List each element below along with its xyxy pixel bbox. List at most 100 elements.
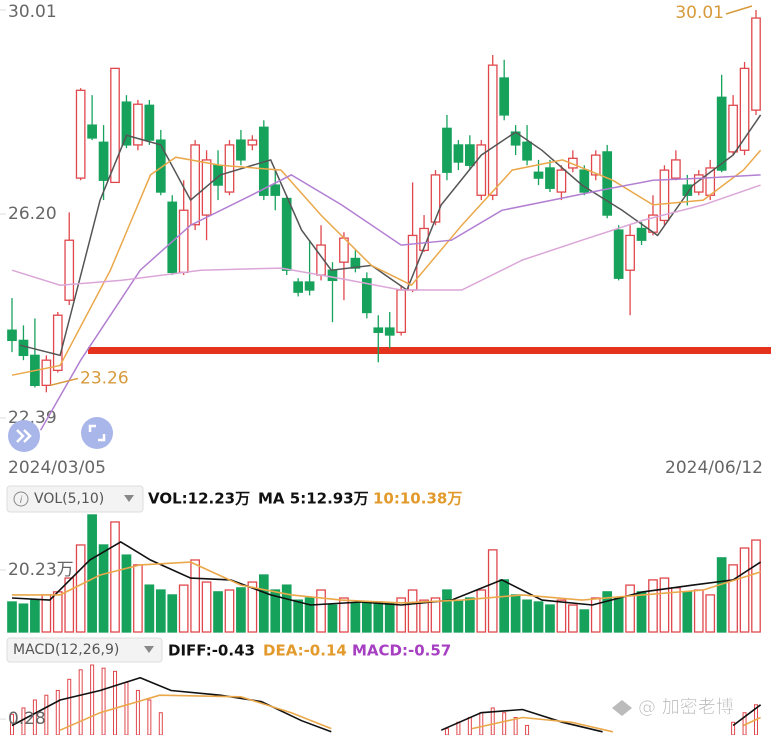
- candle-body: [442, 127, 452, 173]
- macd-bar: [444, 728, 449, 735]
- y-tick-label: 0.28: [8, 709, 46, 729]
- vol-indicator: VOL(5,10): [34, 491, 104, 507]
- candle-body: [659, 169, 670, 222]
- indicator-line: [440, 708, 603, 733]
- volume-bar: [453, 599, 464, 633]
- candle-body: [636, 227, 647, 241]
- candle-body: [476, 144, 487, 196]
- volume-bar: [281, 584, 292, 633]
- watermark: @ 加密老博: [612, 697, 734, 718]
- indicator-line: [11, 149, 762, 376]
- volume-bar: [751, 539, 761, 633]
- volume-bar: [64, 577, 75, 633]
- indicator-line: [59, 694, 332, 731]
- volume-bar: [52, 591, 63, 633]
- macd-selector-box[interactable]: [6, 637, 163, 663]
- candle-body: [487, 64, 498, 196]
- indicator-line: [11, 540, 762, 606]
- volume-bar: [613, 597, 624, 633]
- candle-body: [98, 141, 109, 181]
- volume-bar: [144, 584, 155, 633]
- volume-bar: [133, 564, 143, 633]
- volume-bar: [213, 591, 223, 633]
- macd-bar: [147, 699, 152, 735]
- fullscreen-button[interactable]: [81, 417, 113, 449]
- info-icon-glyph: i: [20, 495, 23, 506]
- end-date: 2024/06/12: [665, 458, 763, 478]
- candle-body: [293, 281, 304, 293]
- candle-body: [384, 327, 395, 336]
- readout: 10:10.38万: [373, 490, 462, 508]
- candle-body: [52, 314, 63, 371]
- macd-bar: [32, 699, 37, 735]
- candle-body: [556, 169, 567, 193]
- indicator-line: [39, 174, 761, 431]
- volume-bar: [361, 601, 372, 633]
- candle-body: [110, 67, 120, 184]
- candle-body: [270, 184, 281, 196]
- high-label: 30.01: [675, 3, 724, 23]
- volume-bar: [121, 554, 132, 633]
- volume-bar: [87, 514, 97, 633]
- macd-bar: [124, 682, 129, 735]
- volume-bar: [442, 589, 452, 633]
- candle-body: [430, 174, 441, 223]
- macd-bar: [479, 712, 484, 735]
- candle-body: [579, 169, 590, 193]
- volume-bar: [30, 599, 40, 633]
- watermark-icon: [612, 700, 632, 716]
- y-tick-label: 30.01: [8, 2, 57, 22]
- volume-bar: [682, 591, 693, 633]
- candle-body: [671, 159, 681, 179]
- candle-body: [545, 167, 555, 189]
- candle-body: [453, 144, 464, 163]
- candle-body: [281, 197, 292, 271]
- candle-body: [350, 257, 361, 269]
- high-pointer: [725, 5, 753, 15]
- macd-selector[interactable]: MACD(12,26,9): [6, 637, 163, 663]
- volume-bar: [407, 589, 418, 633]
- volume-bar: [625, 584, 635, 633]
- volume-bar: [716, 557, 727, 633]
- macd-bar: [90, 664, 95, 735]
- candle-body: [728, 104, 738, 153]
- y-tick-label: 20.23万: [8, 560, 74, 580]
- macd-bar: [158, 712, 163, 735]
- macd-panel: 0.28: [0, 664, 762, 735]
- volume-bar: [327, 604, 338, 633]
- candle-body: [155, 139, 166, 193]
- candle-body: [167, 201, 178, 274]
- volume-bar: [590, 597, 601, 633]
- macd-bar: [502, 712, 507, 735]
- candle-body: [236, 139, 246, 161]
- dropdown-arrow: [124, 495, 134, 502]
- macd-bar: [467, 717, 472, 735]
- candle-body: [304, 281, 315, 291]
- y-tick-label: 26.20: [8, 204, 57, 224]
- readout: MA 5:12.93万: [258, 490, 369, 508]
- volume-bar: [579, 609, 590, 633]
- candle-body: [533, 171, 544, 179]
- volume-bar: [419, 599, 429, 633]
- candle-body: [522, 141, 532, 161]
- candle-body: [751, 17, 761, 111]
- candle-body: [64, 239, 75, 301]
- vol-selector[interactable]: i VOL(5,10): [6, 485, 144, 513]
- volume-bar: [18, 603, 29, 633]
- macd-bar: [135, 689, 140, 735]
- volume-bar: [236, 587, 246, 633]
- volume-bar: [316, 589, 326, 633]
- volume-bar: [190, 559, 200, 633]
- volume-bar: [155, 589, 166, 633]
- candle-body: [75, 89, 86, 179]
- candle-body: [18, 339, 29, 357]
- candle-body: [41, 359, 52, 386]
- vol-selector-box[interactable]: [6, 485, 144, 513]
- volume-bar: [510, 594, 521, 633]
- macd-bar: [101, 667, 106, 735]
- candle-body: [178, 209, 189, 274]
- candle-body: [419, 227, 429, 252]
- volume-bar: [476, 589, 487, 633]
- indicator-line: [732, 704, 762, 727]
